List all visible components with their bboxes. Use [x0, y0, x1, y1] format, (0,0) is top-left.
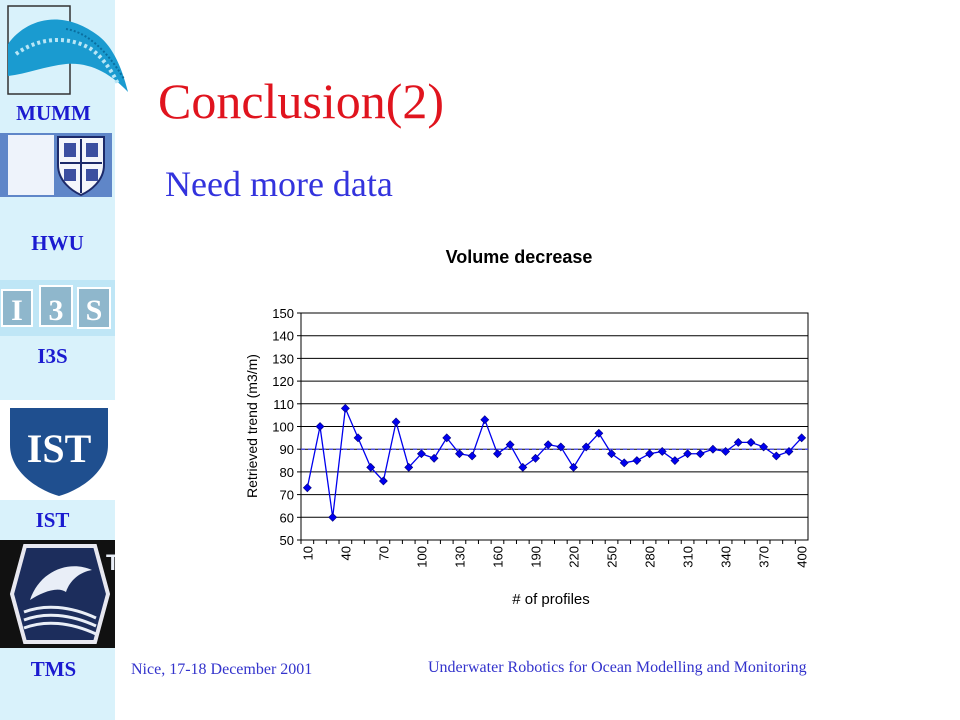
x-tick-label: 10	[300, 546, 315, 560]
x-tick-label: 310	[681, 546, 696, 568]
data-point	[302, 483, 312, 493]
data-point	[328, 512, 338, 522]
svg-text:I: I	[11, 294, 23, 327]
footer-project: Underwater Robotics for Ocean Modelling …	[428, 659, 807, 676]
footer-date: Nice, 17-18 December 2001	[131, 661, 313, 678]
data-point	[531, 453, 540, 463]
data-point	[556, 442, 566, 452]
x-tick-label: 340	[719, 546, 734, 568]
data-point	[746, 437, 756, 447]
x-tick-label: 100	[414, 546, 429, 568]
volume-decrease-chart: Volume decrease 50 60 70 80 90 100 110 120 130 14…	[244, 247, 810, 608]
x-tick-label: 220	[567, 546, 582, 568]
sidebar-label-mumm: MUMM	[16, 101, 91, 125]
x-tick-label: 280	[643, 546, 658, 568]
x-tick-label: 370	[757, 546, 772, 568]
data-point	[721, 447, 731, 456]
data-point	[493, 449, 502, 459]
y-tick-label: 70	[280, 488, 294, 503]
data-point	[657, 447, 667, 456]
data-point	[581, 442, 591, 452]
y-axis-ticks: 50 60 70 80 90 100 110 120 130 140 150	[272, 306, 301, 548]
series-group	[302, 403, 807, 522]
data-point	[404, 462, 414, 472]
i3s-logo: I 3 S	[0, 280, 115, 336]
data-point	[480, 415, 490, 425]
data-point	[771, 451, 781, 461]
data-point	[543, 440, 553, 450]
data-point	[607, 449, 616, 459]
x-tick-label: 70	[376, 546, 391, 560]
y-tick-label: 150	[272, 306, 294, 321]
y-tick-label: 100	[272, 420, 294, 435]
series-line	[306, 405, 803, 518]
sidebar-label-ist: IST	[35, 508, 70, 532]
sidebar-label-tms: TMS	[30, 657, 77, 681]
tms-dolphin-logo: T	[0, 540, 115, 648]
data-point	[708, 444, 718, 454]
hwu-crest-logo	[0, 133, 112, 197]
data-point	[632, 456, 642, 465]
data-point	[455, 449, 464, 459]
svg-text:T: T	[106, 550, 115, 575]
chart-title: Volume decrease	[446, 247, 593, 267]
data-point	[594, 428, 604, 438]
data-point	[518, 462, 528, 472]
data-point	[391, 417, 401, 427]
y-tick-label: 140	[272, 329, 294, 344]
sidebar-label-hwu: HWU	[31, 231, 84, 255]
data-point	[340, 403, 350, 413]
data-point	[797, 433, 807, 443]
data-point	[683, 449, 693, 459]
svg-text:S: S	[86, 294, 103, 327]
x-axis-ticks: 10 40 70 100 130 160 190 220 250 280 310 340 370 400	[300, 540, 810, 568]
data-point	[784, 447, 794, 456]
data-point	[645, 449, 654, 459]
data-point	[315, 422, 325, 431]
data-point	[442, 433, 452, 443]
y-tick-label: 120	[272, 374, 294, 389]
data-point	[759, 442, 769, 452]
slide-title: Conclusion(2)	[158, 73, 445, 129]
data-point	[378, 476, 388, 486]
y-axis-label: Retrieved trend (m3/m)	[244, 354, 260, 498]
y-tick-label: 130	[272, 351, 294, 366]
data-point	[366, 462, 376, 472]
ist-logo: IST	[0, 400, 115, 500]
y-tick-label: 90	[280, 442, 294, 457]
y-tick-label: 60	[280, 510, 294, 525]
mumm-logo	[7, 5, 128, 95]
data-point	[619, 458, 629, 468]
x-tick-label: 40	[338, 546, 353, 560]
data-point	[505, 440, 515, 450]
data-point	[416, 449, 426, 459]
slide-subtitle: Need more data	[165, 164, 393, 204]
sidebar: MUMM HWU I 3 S I3S IST IST T TMS	[0, 0, 128, 720]
x-tick-label: 130	[452, 546, 467, 568]
data-point	[429, 453, 439, 463]
x-axis-label: # of profiles	[512, 591, 590, 608]
x-tick-label: 250	[605, 546, 620, 568]
x-tick-label: 190	[528, 546, 543, 568]
data-point	[695, 449, 705, 459]
sidebar-label-i3s: I3S	[37, 344, 68, 368]
y-tick-label: 50	[280, 533, 294, 548]
data-point	[733, 437, 743, 447]
x-tick-label: 400	[795, 546, 810, 568]
x-tick-label: 160	[490, 546, 505, 568]
gridlines	[301, 312, 808, 541]
y-tick-label: 80	[280, 465, 294, 480]
data-point	[467, 451, 477, 461]
svg-text:3: 3	[49, 294, 64, 327]
data-point	[569, 462, 578, 472]
data-point	[670, 456, 680, 465]
y-tick-label: 110	[273, 397, 294, 412]
data-point	[353, 433, 363, 443]
svg-text:IST: IST	[27, 426, 92, 471]
